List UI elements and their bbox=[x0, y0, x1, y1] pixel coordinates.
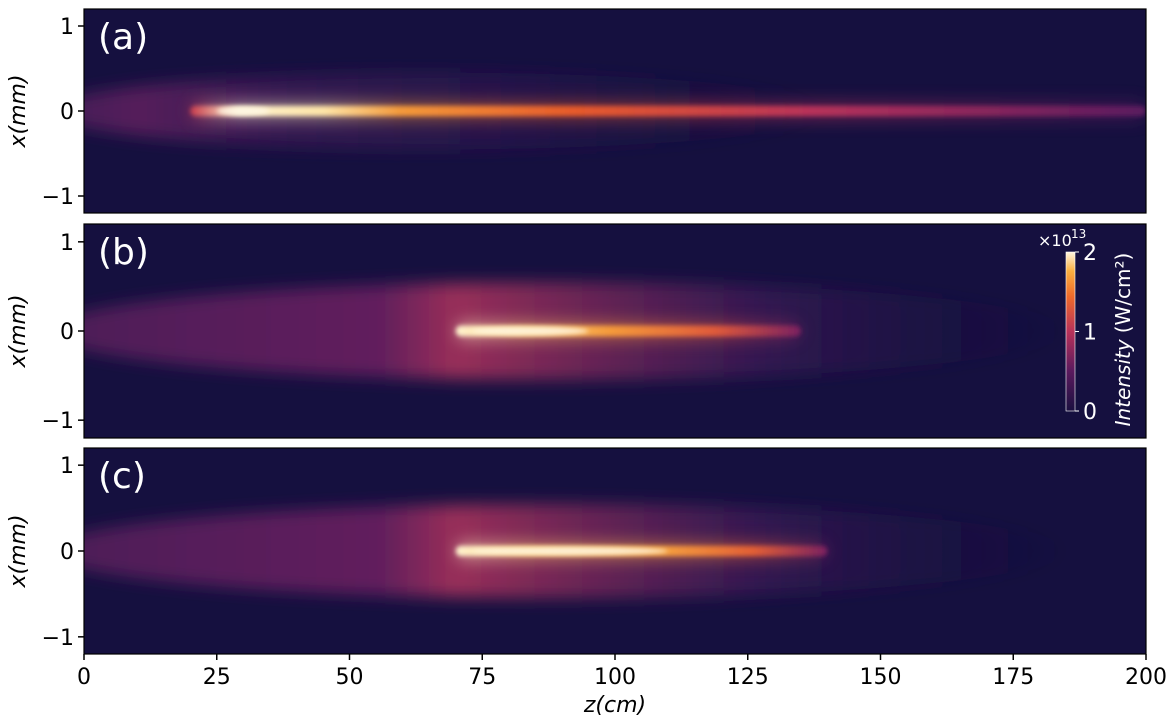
x-tick-label: 50 bbox=[336, 665, 364, 690]
y-tick-label: 0 bbox=[60, 320, 74, 345]
colorbar-gradient bbox=[1065, 251, 1076, 412]
x-tick-label: 125 bbox=[727, 665, 769, 690]
panels-group: (a) 1 0 −1 x(mm) (b) 1 0 −1 x(mm) (c) 1 0 −1 x(mm) bbox=[6, 8, 1147, 655]
colorbar: 0 1 2 ×10 13 Intensity (W/cm²) bbox=[1038, 227, 1135, 426]
panel-frame bbox=[83, 223, 1147, 439]
filament-core bbox=[190, 105, 1146, 117]
panel-label: (c) bbox=[98, 456, 146, 497]
x-tick-label: 100 bbox=[594, 665, 636, 690]
panel-frame bbox=[83, 8, 1147, 214]
panel-c: (c) 1 0 −1 x(mm) bbox=[6, 447, 1147, 655]
y-tick-label: 0 bbox=[60, 540, 74, 565]
x-tick-label: 0 bbox=[77, 665, 91, 690]
colorbar-tick-label: 2 bbox=[1083, 241, 1097, 266]
panel-a: (a) 1 0 −1 x(mm) bbox=[6, 8, 1147, 214]
colorbar-multiplier: ×10 bbox=[1038, 231, 1072, 250]
x-tick-label: 175 bbox=[992, 665, 1034, 690]
filament-peak bbox=[471, 326, 589, 336]
x-tick-label: 75 bbox=[468, 665, 496, 690]
x-tick-label: 25 bbox=[203, 665, 231, 690]
y-tick-label: 1 bbox=[60, 231, 74, 256]
filament-peak bbox=[216, 106, 270, 116]
y-tick-label: 0 bbox=[60, 100, 74, 125]
colorbar-tick-label: 0 bbox=[1083, 400, 1097, 425]
colorbar-exponent: 13 bbox=[1071, 227, 1086, 241]
y-tick-label: −1 bbox=[42, 185, 74, 210]
y-axis-label: x(mm) bbox=[6, 294, 31, 368]
panel-label: (a) bbox=[98, 17, 148, 58]
x-axis-label: z(cm) bbox=[583, 693, 646, 718]
colorbar-label-unit: (W/cm²) bbox=[1111, 253, 1135, 334]
y-tick-label: 1 bbox=[60, 15, 74, 40]
x-tick-label: 150 bbox=[860, 665, 902, 690]
x-tick-label: 200 bbox=[1125, 665, 1167, 690]
y-tick-label: −1 bbox=[42, 626, 74, 651]
filament-peak bbox=[471, 546, 669, 556]
y-tick-label: −1 bbox=[42, 409, 74, 434]
y-axis-label: x(mm) bbox=[6, 74, 31, 148]
panel-b: (b) 1 0 −1 x(mm) bbox=[6, 223, 1147, 439]
colorbar-label-quantity: Intensity bbox=[1111, 338, 1135, 426]
colorbar-label: Intensity (W/cm²) bbox=[1111, 253, 1135, 427]
x-axis: 0 25 50 75 100 125 150 175 200 z(cm) bbox=[77, 654, 1167, 718]
colorbar-tick-label: 1 bbox=[1083, 321, 1097, 346]
y-axis-label: x(mm) bbox=[6, 514, 31, 588]
panel-label: (b) bbox=[98, 232, 149, 273]
y-tick-label: 1 bbox=[60, 454, 74, 479]
